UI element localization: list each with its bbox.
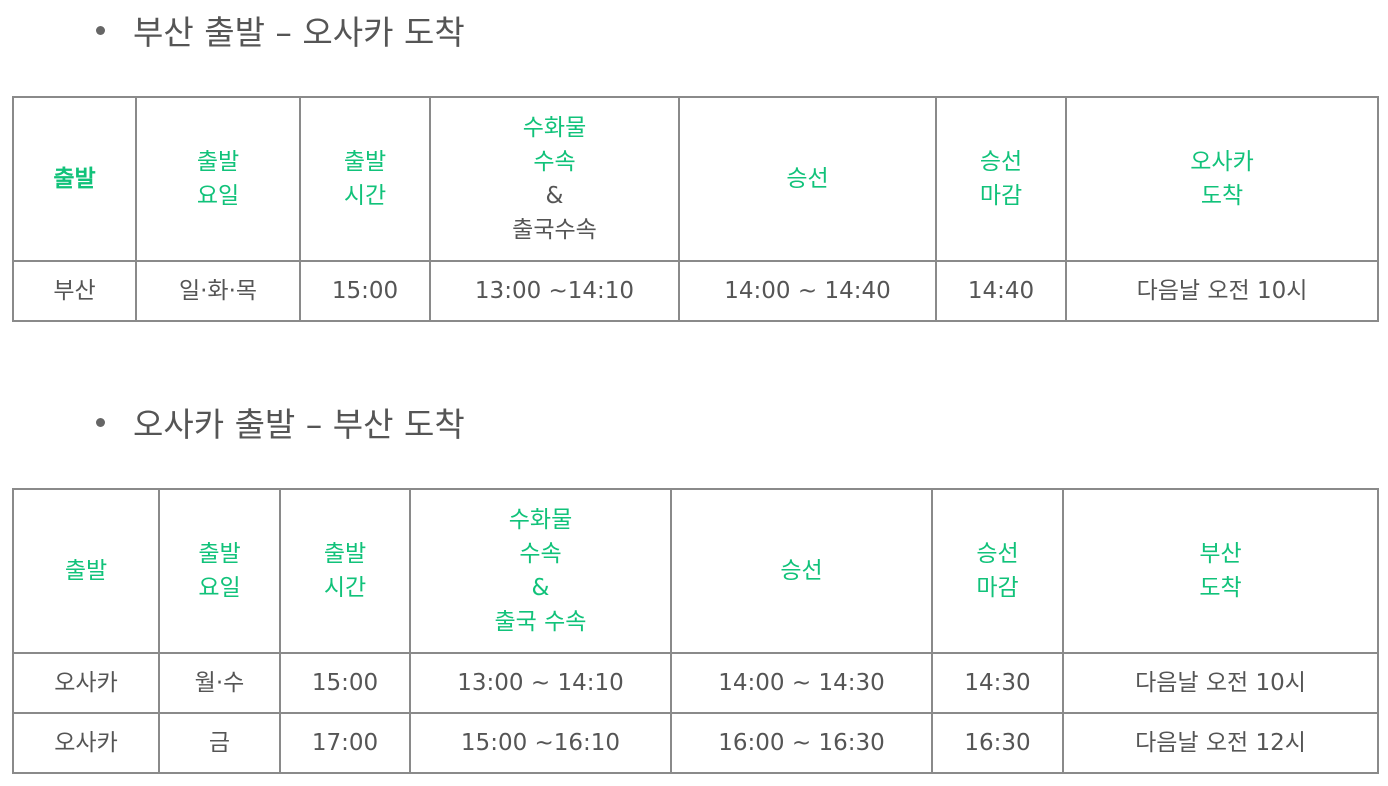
- cell-checkin: 13:00 ~ 14:10: [409, 652, 672, 714]
- table-row: 오사카 금 17:00 15:00 ~16:10 16:00 ~ 16:30 1…: [12, 712, 1379, 774]
- cell-day: 월·수: [158, 652, 281, 714]
- section-heading-busan-osaka: 부산 출발 – 오사카 도착: [96, 6, 465, 54]
- header-boarding: 승선: [670, 488, 933, 654]
- schedule-table-osaka-busan: 출발 출발 요일 출발 시간 수화물 수속 & 출국 수속 승선 승선 마감 부산 도착 오사…: [12, 488, 1379, 774]
- cell-boarding: 14:00 ~ 14:30: [670, 652, 933, 714]
- cell-origin: 오사카: [12, 652, 160, 714]
- bullet-icon: [96, 417, 105, 427]
- cell-checkin: 15:00 ~16:10: [409, 712, 672, 774]
- header-departure-day: 출발 요일: [158, 488, 281, 654]
- table-row: 오사카 월·수 15:00 13:00 ~ 14:10 14:00 ~ 14:3…: [12, 652, 1379, 714]
- section-heading-osaka-busan: 오사카 출발 – 부산 도착: [96, 398, 465, 446]
- cell-boarding-close: 14:40: [935, 260, 1067, 322]
- cell-arrival: 다음날 오전 10시: [1062, 652, 1379, 714]
- header-departure: 출발: [12, 96, 137, 262]
- table-row: 부산 일·화·목 15:00 13:00 ~14:10 14:00 ~ 14:4…: [12, 260, 1379, 322]
- cell-boarding: 14:00 ~ 14:40: [678, 260, 937, 322]
- cell-day: 금: [158, 712, 281, 774]
- header-boarding-close: 승선 마감: [931, 488, 1064, 654]
- cell-arrival: 다음날 오전 10시: [1065, 260, 1379, 322]
- cell-origin: 부산: [12, 260, 137, 322]
- cell-boarding-close: 16:30: [931, 712, 1064, 774]
- cell-checkin: 13:00 ~14:10: [429, 260, 680, 322]
- cell-origin: 오사카: [12, 712, 160, 774]
- header-departure: 출발: [12, 488, 160, 654]
- header-departure-time: 출발 시간: [279, 488, 411, 654]
- cell-day: 일·화·목: [135, 260, 301, 322]
- header-boarding-close: 승선 마감: [935, 96, 1067, 262]
- section-heading-text: 오사카 출발 – 부산 도착: [133, 405, 465, 444]
- header-departure-day: 출발 요일: [135, 96, 301, 262]
- header-row: 출발 출발 요일 출발 시간 수화물 수속 & 출국수속 승선 승선 마감 오사카 도착: [12, 96, 1379, 262]
- section-heading-text: 부산 출발 – 오사카 도착: [133, 13, 465, 52]
- cell-boarding-close: 14:30: [931, 652, 1064, 714]
- cell-boarding: 16:00 ~ 16:30: [670, 712, 933, 774]
- cell-time: 17:00: [279, 712, 411, 774]
- header-departure-time: 출발 시간: [299, 96, 431, 262]
- schedule-table-busan-osaka: 출발 출발 요일 출발 시간 수화물 수속 & 출국수속 승선 승선 마감 오사카 도착 부산…: [12, 96, 1379, 322]
- bullet-icon: [96, 25, 105, 35]
- header-arrival: 부산 도착: [1062, 488, 1379, 654]
- cell-time: 15:00: [299, 260, 431, 322]
- header-arrival: 오사카 도착: [1065, 96, 1379, 262]
- header-row: 출발 출발 요일 출발 시간 수화물 수속 & 출국 수속 승선 승선 마감 부산 도착: [12, 488, 1379, 654]
- cell-time: 15:00: [279, 652, 411, 714]
- header-baggage-checkin: 수화물 수속 & 출국수속: [429, 96, 680, 262]
- header-boarding: 승선: [678, 96, 937, 262]
- header-baggage-checkin: 수화물 수속 & 출국 수속: [409, 488, 672, 654]
- cell-arrival: 다음날 오전 12시: [1062, 712, 1379, 774]
